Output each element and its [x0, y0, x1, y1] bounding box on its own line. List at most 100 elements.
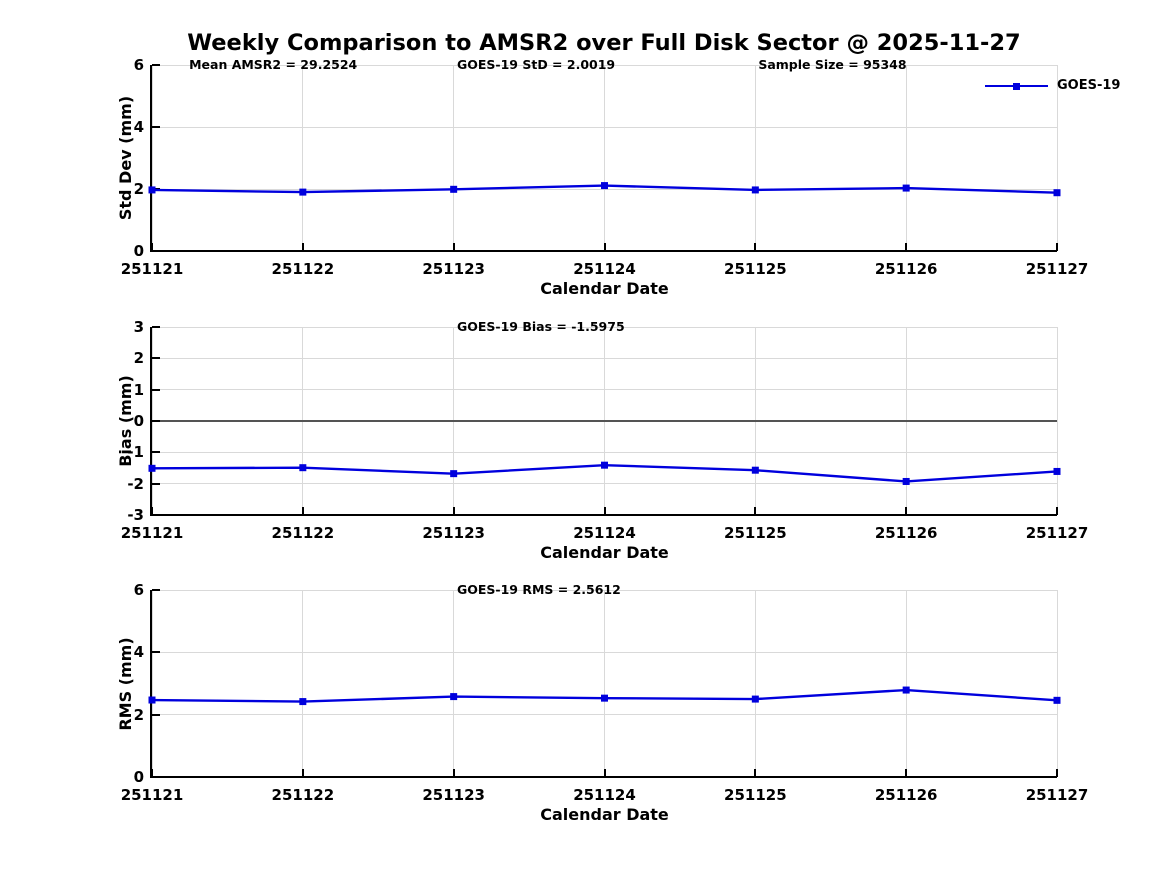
- y-tick-label: 4: [133, 643, 144, 662]
- x-tick: [301, 507, 304, 515]
- x-tick-label: 251125: [724, 524, 787, 542]
- data-point-marker: [902, 184, 910, 192]
- y-tick: [152, 713, 160, 716]
- y-tick: [152, 126, 160, 128]
- data-point-marker: [601, 461, 608, 469]
- x-grid-line: [604, 65, 605, 251]
- x-axis-line: [150, 514, 1057, 516]
- x-tick: [603, 769, 606, 777]
- y-tick-label: 1: [133, 380, 144, 399]
- y-axis-line: [150, 590, 152, 778]
- x-tick-label: 251121: [120, 260, 184, 278]
- data-point-marker: [299, 188, 307, 196]
- x-grid-line: [453, 65, 455, 251]
- x-tick-label: 251123: [422, 786, 485, 804]
- data-point-marker: [148, 464, 156, 472]
- x-tick: [1056, 243, 1058, 251]
- x-tick-label: 251124: [573, 260, 636, 278]
- y-tick-label: 4: [133, 118, 144, 136]
- y-tick-label: 2: [133, 180, 144, 198]
- x-tick: [452, 243, 455, 251]
- x-tick-label: 251127: [1025, 524, 1089, 542]
- legend-marker-icon: [1013, 82, 1020, 90]
- x-tick: [151, 769, 153, 777]
- y-tick-label: 2: [133, 349, 144, 368]
- data-point-marker: [299, 464, 307, 472]
- x-tick: [603, 507, 606, 515]
- annotation: Mean AMSR2 = 29.2524: [189, 57, 358, 72]
- x-tick-label: 251122: [271, 524, 335, 542]
- data-point-marker: [148, 696, 156, 704]
- data-point-marker: [601, 694, 608, 702]
- x-axis-label: Calendar Date: [540, 805, 669, 824]
- x-axis-label: Calendar Date: [540, 279, 669, 298]
- x-tick-label: 251125: [724, 260, 787, 278]
- x-tick: [1056, 507, 1058, 515]
- y-tick-label: -3: [127, 506, 144, 524]
- data-point-marker: [601, 182, 608, 190]
- y-axis-label: Std Dev (mm): [116, 95, 135, 221]
- x-grid-line: [604, 590, 605, 777]
- x-tick: [452, 507, 455, 515]
- x-tick: [1056, 769, 1058, 777]
- y-tick-label: 6: [133, 581, 144, 599]
- y-tick: [152, 388, 160, 391]
- y-axis-line: [150, 65, 152, 252]
- y-tick: [152, 482, 160, 485]
- x-tick-label: 251122: [271, 260, 335, 278]
- data-point-marker: [751, 186, 759, 194]
- x-tick-label: 251127: [1025, 260, 1089, 278]
- data-point-marker: [751, 695, 759, 703]
- x-tick: [754, 507, 757, 515]
- x-tick-label: 251123: [422, 524, 485, 542]
- data-point-marker: [450, 693, 458, 701]
- y-axis-label: Bias (mm): [116, 375, 135, 467]
- x-grid-line: [151, 65, 153, 251]
- data-point-marker: [1053, 189, 1061, 197]
- y-tick: [152, 776, 160, 778]
- x-tick: [151, 243, 153, 251]
- y-tick: [152, 514, 160, 516]
- x-grid-line: [754, 590, 756, 777]
- y-tick: [152, 651, 160, 654]
- x-tick: [452, 769, 455, 777]
- x-tick-label: 251126: [874, 524, 938, 542]
- x-tick: [905, 507, 908, 515]
- y-tick-label: 0: [133, 412, 144, 430]
- x-tick-label: 251121: [120, 524, 184, 542]
- x-grid-line: [302, 590, 304, 777]
- data-line-svg: [148, 686, 1061, 706]
- y-tick-label: 0: [133, 768, 144, 786]
- x-tick: [151, 507, 153, 515]
- x-tick-label: 251125: [724, 786, 787, 804]
- data-line-svg: [148, 182, 1061, 197]
- x-tick-label: 251124: [573, 786, 636, 804]
- x-grid-line: [151, 590, 153, 777]
- x-tick: [301, 243, 304, 251]
- x-grid-line: [1056, 327, 1058, 515]
- x-tick-label: 251121: [120, 786, 184, 804]
- x-tick-label: 251124: [573, 524, 636, 542]
- data-point-marker: [1053, 696, 1061, 704]
- annotation: GOES-19 Bias = -1.5975: [456, 319, 625, 334]
- y-axis-label: RMS (mm): [116, 636, 135, 731]
- x-grid-line: [905, 65, 907, 251]
- zero-reference-line: [152, 420, 1057, 422]
- data-point-marker: [299, 698, 307, 706]
- x-grid-line: [302, 65, 304, 251]
- x-grid-line: [1056, 65, 1058, 251]
- x-axis-label: Calendar Date: [540, 543, 669, 562]
- y-tick-label: 0: [133, 242, 144, 260]
- y-tick-label: -2: [127, 474, 144, 493]
- x-axis-line: [150, 250, 1057, 252]
- x-grid-line: [754, 65, 756, 251]
- y-tick: [152, 250, 160, 252]
- y-tick-label: 2: [133, 705, 144, 724]
- y-tick: [152, 326, 160, 328]
- x-tick: [301, 769, 304, 777]
- annotation: GOES-19 StD = 2.0019: [456, 57, 616, 72]
- y-tick: [152, 64, 160, 66]
- y-tick-label: -1: [127, 443, 144, 462]
- x-tick: [603, 243, 606, 251]
